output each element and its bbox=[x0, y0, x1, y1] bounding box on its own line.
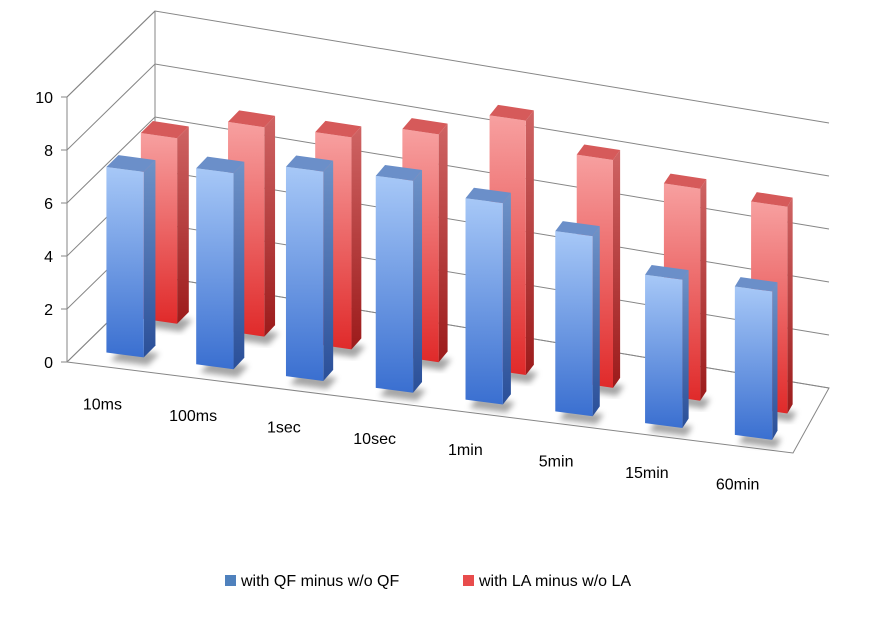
bar-front bbox=[734, 286, 773, 440]
bar-blue-10ms bbox=[106, 155, 160, 366]
gridline bbox=[66, 63, 830, 177]
bar-front bbox=[196, 168, 234, 370]
bar-top bbox=[751, 192, 793, 207]
bar-blue-1sec bbox=[285, 155, 338, 389]
y-tick-label: 4 bbox=[44, 249, 53, 266]
y-tick-label: 6 bbox=[44, 196, 53, 213]
legend-label: with QF minus w/o QF bbox=[240, 573, 399, 590]
bar-top bbox=[663, 173, 707, 189]
x-tick-label: 1sec bbox=[267, 419, 301, 436]
bar-shadow bbox=[738, 433, 782, 448]
bar-side bbox=[264, 115, 276, 337]
legend-label: with LA minus w/o LA bbox=[478, 573, 631, 590]
x-tick-label: 5min bbox=[539, 454, 574, 471]
bar-top bbox=[402, 118, 448, 135]
bar-front bbox=[645, 274, 683, 429]
bar-top bbox=[140, 121, 189, 139]
bar-side bbox=[787, 197, 793, 414]
bar-side bbox=[351, 126, 362, 350]
y-tick-label: 10 bbox=[35, 90, 53, 107]
bar-side bbox=[682, 270, 689, 429]
bar-side bbox=[700, 179, 707, 401]
bar-top bbox=[489, 104, 534, 121]
bar-blue-60min bbox=[734, 277, 782, 448]
bar-blue-5min bbox=[555, 221, 604, 425]
labels-layer: 0 2 4 6 8 10 10ms 100ms 1sec 10sec 1min 5min 15min 60… bbox=[35, 90, 759, 493]
legend-swatch bbox=[225, 575, 236, 586]
bar-side bbox=[772, 282, 778, 440]
x-tick-label: 100ms bbox=[169, 408, 217, 425]
bar-side bbox=[143, 160, 156, 358]
bar-blue-1min bbox=[465, 187, 515, 413]
bar-blue-15min bbox=[645, 265, 693, 437]
bar-top bbox=[734, 277, 778, 292]
bar-top bbox=[576, 144, 621, 160]
bar-side bbox=[502, 192, 511, 405]
bar-top bbox=[106, 155, 156, 172]
bar-top bbox=[645, 265, 689, 280]
bar-top bbox=[465, 187, 511, 204]
x-tick-label: 10ms bbox=[83, 397, 122, 414]
bar-side bbox=[438, 123, 448, 363]
bar-side bbox=[525, 110, 534, 376]
y-tick-label: 0 bbox=[44, 355, 53, 372]
bar-blue-100ms bbox=[196, 156, 249, 378]
bar-front bbox=[465, 198, 503, 405]
bar-top bbox=[315, 120, 362, 138]
gridline bbox=[66, 10, 830, 124]
legend-item-blue: with QF minus w/o QF bbox=[225, 573, 399, 590]
bar-side bbox=[233, 161, 245, 370]
bar-side bbox=[592, 226, 600, 417]
bar-front bbox=[106, 167, 144, 358]
x-tick-label: 15min bbox=[625, 465, 669, 482]
bar-side bbox=[612, 150, 621, 388]
bar-blue-10sec bbox=[375, 165, 427, 401]
x-tick-label: 1min bbox=[448, 442, 483, 459]
bar-side bbox=[177, 126, 189, 324]
bar-front bbox=[375, 175, 414, 393]
x-tick-label: 10sec bbox=[353, 431, 396, 448]
bar-top bbox=[555, 221, 600, 237]
legend: with QF minus w/o QF with LA minus w/o LA bbox=[225, 573, 631, 590]
bar-side bbox=[413, 170, 423, 393]
bar-top bbox=[375, 165, 423, 181]
y-tick-label: 2 bbox=[44, 302, 53, 319]
y-tick-label: 8 bbox=[44, 143, 53, 160]
bar-top bbox=[228, 110, 276, 128]
legend-swatch bbox=[463, 575, 474, 586]
x-tick-label: 60min bbox=[716, 476, 760, 493]
legend-item-red: with LA minus w/o LA bbox=[463, 573, 631, 590]
bar-side bbox=[323, 160, 334, 381]
bar-top bbox=[285, 155, 334, 172]
bars-layer bbox=[106, 104, 797, 448]
bar-front bbox=[555, 231, 593, 417]
bar-top bbox=[196, 156, 245, 174]
bar-front bbox=[285, 166, 324, 381]
